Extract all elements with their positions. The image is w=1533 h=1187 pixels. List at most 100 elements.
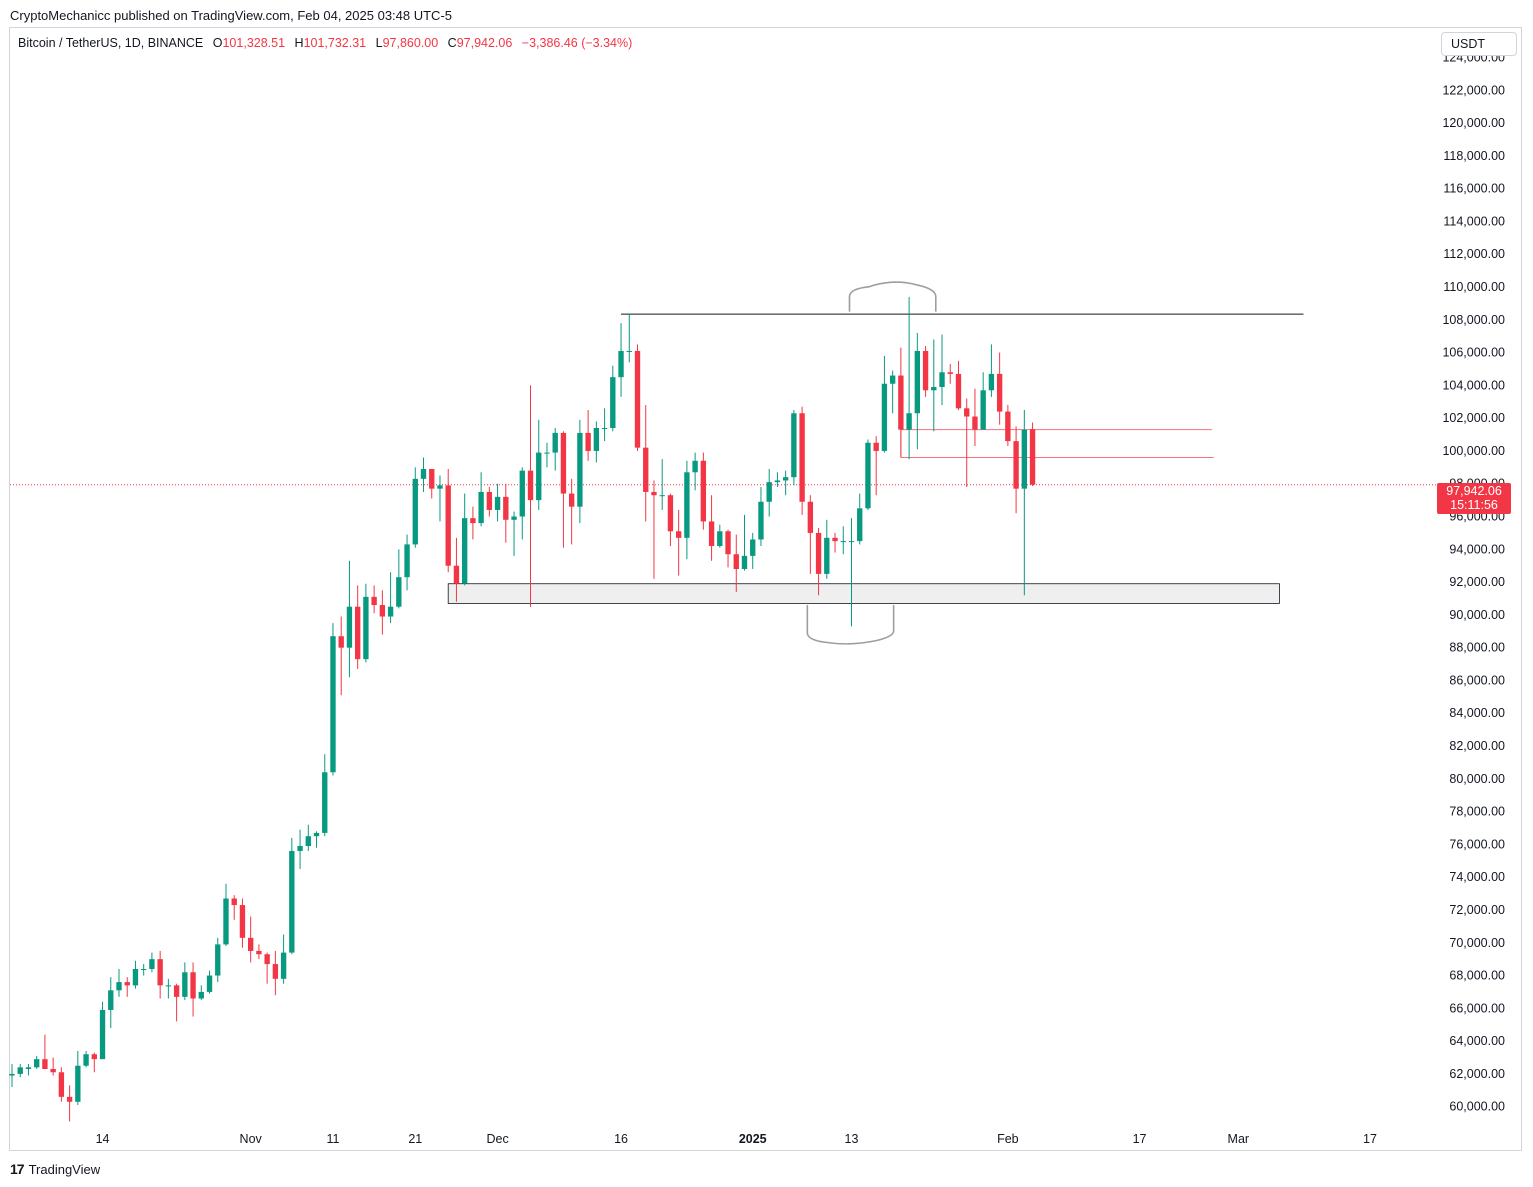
- candle: [461, 493, 468, 586]
- candle-body: [1029, 429, 1036, 485]
- candle: [568, 478, 575, 545]
- candle-body: [560, 432, 567, 494]
- candle-body: [396, 577, 402, 607]
- candle: [494, 483, 501, 522]
- candle: [980, 372, 986, 430]
- candle-body: [494, 496, 501, 510]
- candle-body: [873, 442, 879, 451]
- price-tick-label: 62,000.00: [1449, 1067, 1505, 1081]
- candle-body: [807, 501, 814, 533]
- candle-body: [42, 1059, 48, 1069]
- candle-body: [774, 480, 781, 483]
- candle: [25, 1064, 32, 1076]
- candle-body: [108, 990, 114, 1010]
- candle-body: [692, 460, 698, 473]
- candle-body: [206, 975, 213, 992]
- candle: [387, 572, 394, 624]
- candle: [955, 360, 962, 410]
- price-tick-label: 104,000.00: [1442, 378, 1505, 392]
- open-label: O: [212, 36, 223, 50]
- candle: [404, 534, 410, 591]
- candle: [725, 529, 731, 568]
- candle-body: [519, 470, 525, 517]
- candle: [618, 323, 624, 397]
- candle: [17, 1064, 23, 1078]
- low-value: 97,860.00: [382, 36, 439, 50]
- candle-body: [330, 636, 336, 773]
- candle: [1005, 405, 1011, 447]
- candle-body: [305, 836, 311, 847]
- candle-body: [371, 596, 377, 606]
- candle-body: [626, 350, 632, 352]
- candle: [486, 487, 493, 517]
- price-tick-label: 72,000.00: [1449, 903, 1505, 917]
- candle: [1029, 422, 1036, 487]
- candle: [766, 468, 772, 517]
- candle-body: [9, 1073, 15, 1076]
- currency-selector[interactable]: USDT: [1441, 32, 1517, 56]
- candle-body: [577, 432, 583, 507]
- candle-body: [568, 493, 575, 507]
- price-tick-label: 118,000.00: [1443, 149, 1505, 163]
- candle-body: [190, 972, 196, 999]
- candle: [346, 560, 353, 678]
- candle-body: [931, 387, 937, 391]
- candle-body: [91, 1054, 97, 1060]
- candle-body: [17, 1067, 23, 1074]
- close-label: C: [447, 36, 457, 50]
- candle: [412, 467, 418, 548]
- price-tick-label: 68,000.00: [1449, 969, 1505, 983]
- price-tick-label: 106,000.00: [1442, 346, 1505, 360]
- time-tick-label: Dec: [486, 1132, 508, 1146]
- candle: [708, 495, 715, 561]
- price-tick-label: 120,000.00: [1442, 116, 1505, 130]
- candle-body: [445, 485, 451, 566]
- time-tick-label: 16: [614, 1132, 628, 1146]
- change-value: −3,386.46 (−3.34%): [521, 36, 633, 50]
- price-tick-label: 100,000.00: [1442, 444, 1505, 458]
- price-tick-label: 122,000.00: [1442, 83, 1505, 97]
- candle-body: [1013, 441, 1019, 489]
- candle-body: [280, 952, 287, 979]
- candle-body: [478, 491, 484, 524]
- candles-layer: [9, 296, 1036, 1122]
- candle: [791, 409, 797, 486]
- candle-body: [503, 496, 509, 520]
- time-tick-label: 14: [96, 1132, 110, 1146]
- candle-body: [264, 954, 270, 965]
- candle: [601, 408, 608, 442]
- time-tick-label: 2025: [739, 1132, 767, 1146]
- candle: [42, 1034, 48, 1069]
- candle: [577, 419, 583, 524]
- candle: [807, 495, 814, 574]
- tradingview-logo[interactable]: 17 TradingView: [10, 1161, 100, 1177]
- last-price-value: 97,942.06: [1446, 484, 1502, 498]
- candle-body: [173, 985, 180, 997]
- candle-body: [659, 495, 665, 497]
- drawing-layer: [10, 281, 1436, 645]
- price-tick-label: 114,000.00: [1443, 214, 1505, 228]
- candle: [651, 480, 657, 579]
- candle-body: [758, 501, 764, 540]
- candle: [313, 831, 320, 848]
- candle: [931, 339, 937, 432]
- candle: [610, 365, 616, 432]
- candle-body: [972, 416, 978, 430]
- candle: [774, 472, 781, 488]
- candle: [947, 364, 953, 384]
- candle-body: [889, 375, 896, 384]
- candle-body: [741, 555, 748, 569]
- candle-body: [387, 606, 394, 617]
- candle-body: [799, 413, 805, 502]
- candle: [750, 532, 756, 569]
- candle: [799, 406, 805, 515]
- candle: [141, 964, 147, 976]
- candle-body: [643, 447, 649, 492]
- symbol-legend: Bitcoin / TetherUS, 1D, BINANCE O101,328…: [18, 36, 632, 50]
- candle: [34, 1055, 40, 1069]
- candle-body: [116, 982, 122, 991]
- candle: [149, 952, 155, 973]
- candle: [741, 514, 748, 571]
- top-bracket-annotation: [848, 281, 937, 312]
